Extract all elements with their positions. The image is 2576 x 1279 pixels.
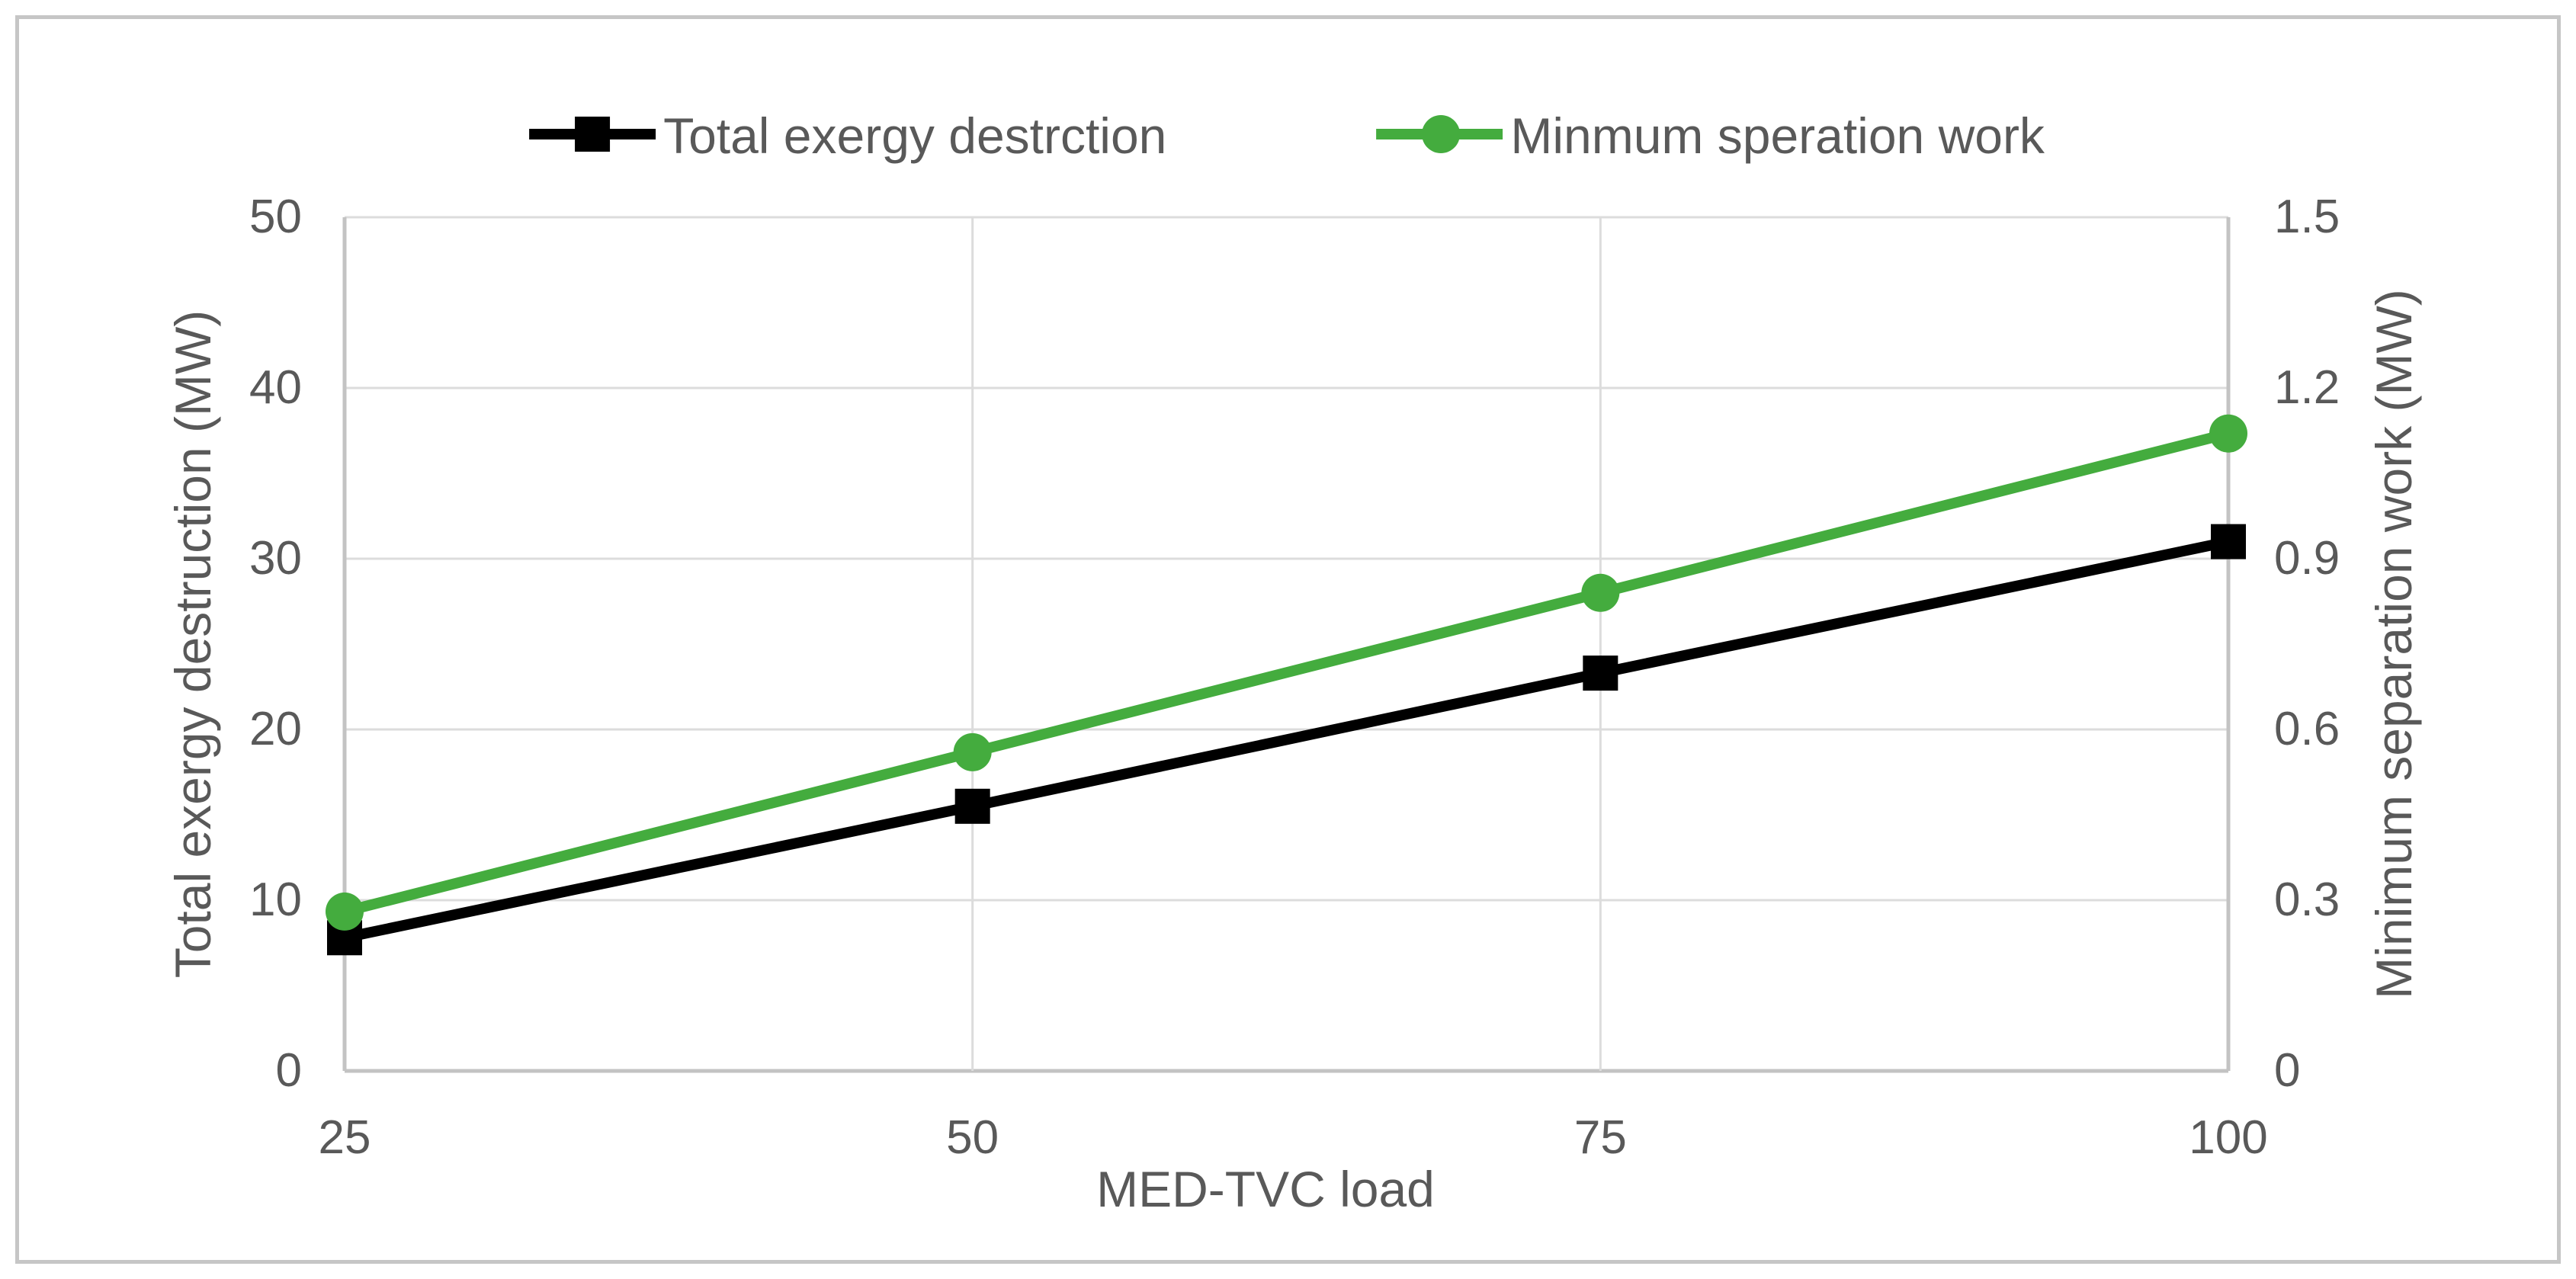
data-point-square[interactable] xyxy=(1583,656,1618,691)
y-left-tick-label: 50 xyxy=(249,191,302,243)
legend-label: Minmum speration work xyxy=(1510,107,2045,164)
legend-circle-marker-icon xyxy=(1376,110,1506,162)
y-right-tick-label: 0 xyxy=(2274,1044,2301,1097)
legend-label: Total exergy destrction xyxy=(663,107,1167,164)
x-axis-title: MED-TVC load xyxy=(1096,1161,1435,1217)
data-point-circle[interactable] xyxy=(1581,573,1620,612)
legend-item-total-exergy-destruction[interactable]: Total exergy destrction xyxy=(529,107,1166,165)
legend-square-marker-icon xyxy=(529,110,659,162)
figure-border xyxy=(15,15,2561,1264)
x-tick-label: 50 xyxy=(946,1111,999,1164)
data-point-circle[interactable] xyxy=(953,732,992,771)
data-point-square[interactable] xyxy=(954,788,990,824)
x-tick-label: 75 xyxy=(1574,1111,1627,1164)
data-point-circle[interactable] xyxy=(326,892,364,931)
right-axis-title: Minimum separation work (MW) xyxy=(2366,289,2422,999)
chart-legend: Total exergy destrction Minmum speration… xyxy=(529,107,2045,165)
series-line-1[interactable] xyxy=(343,428,2230,917)
y-right-tick-label: 0.6 xyxy=(2274,703,2340,755)
x-tick-label: 100 xyxy=(2189,1111,2268,1164)
y-right-tick-label: 0.9 xyxy=(2274,532,2340,585)
y-left-tick-label: 10 xyxy=(249,874,302,926)
y-left-tick-label: 30 xyxy=(249,532,302,585)
y-right-tick-label: 1.2 xyxy=(2274,361,2340,414)
y-left-tick-label: 40 xyxy=(249,361,302,414)
x-tick-label: 25 xyxy=(318,1111,371,1164)
data-point-circle[interactable] xyxy=(2209,414,2247,453)
data-point-square[interactable] xyxy=(2211,524,2246,559)
left-axis-title: Total exergy destruction (MW) xyxy=(165,309,221,979)
y-left-tick-label: 0 xyxy=(275,1044,302,1097)
series-line-0[interactable] xyxy=(343,536,2230,944)
y-right-tick-label: 0.3 xyxy=(2274,874,2340,926)
y-left-tick-label: 20 xyxy=(249,703,302,755)
y-right-tick-label: 1.5 xyxy=(2274,191,2340,243)
legend-item-minimum-separation-work[interactable]: Minmum speration work xyxy=(1376,107,2045,165)
